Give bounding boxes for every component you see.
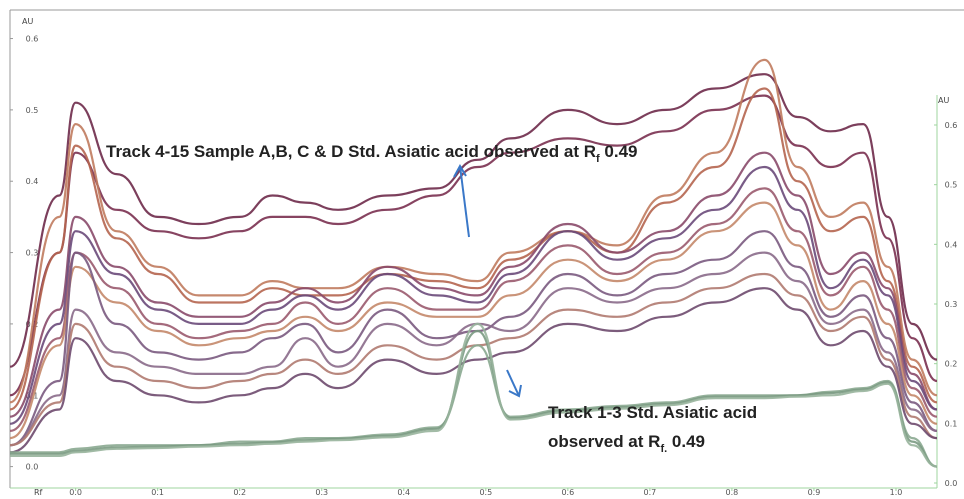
trace-line-6 (9, 165, 938, 425)
trace-line-13 (10, 344, 938, 468)
trace-line-8 (9, 201, 938, 440)
trace-line-14 (10, 329, 938, 468)
y-tick-label: 0.4 (26, 177, 39, 186)
y-tick-label: 0.6 (26, 35, 39, 44)
trace-line-12 (9, 287, 938, 454)
x-tick-label: 0.0 (69, 488, 82, 497)
y-right-tick-label: 0.3 (945, 300, 958, 309)
trace-line-5 (9, 151, 938, 418)
y-right-tick-label: 0.4 (945, 240, 958, 249)
y-right-tick-label: 0.0 (945, 479, 958, 488)
y-tick-label: 0.5 (26, 106, 39, 115)
y-right-tick-label: 0.6 (945, 121, 958, 130)
y-right-tick-label: 0.2 (945, 360, 958, 369)
y-tick-label: 0.0 (26, 463, 39, 472)
x-tick-label: 0.8 (726, 488, 739, 497)
traces (9, 58, 938, 468)
annotation-value: 0.49 (600, 142, 638, 161)
trace-line-3 (9, 58, 938, 404)
x-tick-label: 0.3 (315, 488, 328, 497)
x-tick-label: 0.2 (233, 488, 246, 497)
annotation-line-1: Track 1-3 Std. Asiatic acid (548, 403, 757, 422)
trace-line-4 (9, 87, 938, 411)
x-tick-label: 0.6 (561, 488, 574, 497)
up-arrow-head (453, 163, 467, 178)
annotation-track-1-3: Track 1-3 Std. Asiatic acid observed at … (506, 369, 757, 455)
annotation-subscript: f. (660, 443, 667, 455)
y-right-tick-label: 0.1 (945, 419, 958, 428)
trace-line-15 (9, 322, 938, 468)
trace-line-2 (9, 94, 938, 397)
y-right-tick-label: 0.5 (945, 181, 958, 190)
y-axis-label: AU (22, 17, 33, 26)
x-tick-label: 0.9 (808, 488, 821, 497)
annotation-value: 0.49 (667, 432, 705, 451)
x-tick-label: 0.5 (479, 488, 492, 497)
svg-text:Track 4-15 Sample A,B, C & D S: Track 4-15 Sample A,B, C & D Std. Asiati… (106, 142, 638, 165)
annotation-subscript: f (596, 153, 600, 165)
x-tick-label: 1.0 (890, 488, 903, 497)
x-tick-label: 0.1 (151, 488, 164, 497)
down-arrow-head (508, 384, 522, 398)
x-tick-label: 0.4 (397, 488, 410, 497)
annotation-line-2: observed at R (548, 432, 660, 451)
up-arrow-shaft (459, 165, 470, 238)
y-axis-label-right: AU (938, 96, 949, 105)
svg-text:Track 1-3 Std. Asiatic acid: Track 1-3 Std. Asiatic acid (548, 403, 757, 422)
trace-line-7 (9, 187, 938, 432)
y-tick-label: 0.3 (26, 249, 39, 258)
axes (9, 9, 964, 489)
x-tick-label: 0.7 (644, 488, 657, 497)
x-axis-label: Rf (34, 488, 43, 497)
svg-text:observed at Rf. 0.49: observed at Rf. 0.49 (548, 432, 705, 455)
annotation-track-4-15: Track 4-15 Sample A,B, C & D Std. Asiati… (106, 142, 638, 238)
down-arrow-shaft (506, 369, 520, 397)
trace-line-1 (9, 73, 938, 368)
annotation-text: Track 4-15 Sample A,B, C & D Std. Asiati… (106, 142, 596, 161)
